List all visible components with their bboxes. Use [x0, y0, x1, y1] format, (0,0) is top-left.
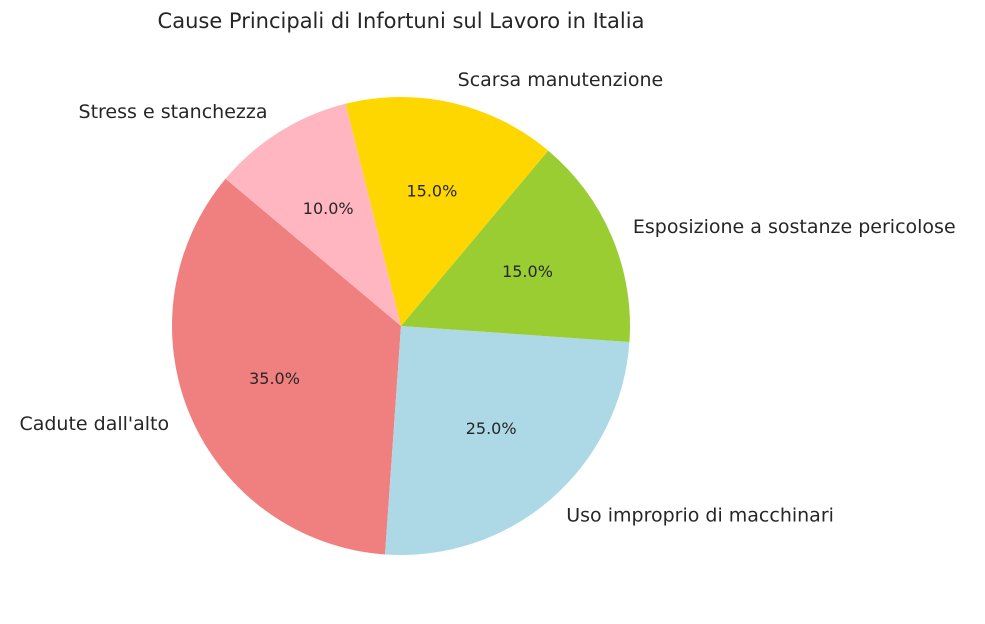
slice-label: Uso improprio di macchinari — [566, 505, 834, 527]
pie-slice — [401, 150, 630, 342]
pie-slice — [172, 178, 401, 555]
pie-slice — [225, 103, 401, 326]
value-label: 15.0% — [502, 262, 553, 281]
slice-label: Stress e stanchezza — [79, 101, 268, 123]
slice-label: Esposizione a sostanze pericolose — [633, 216, 956, 238]
value-label: 15.0% — [406, 182, 457, 201]
pie-slice — [345, 96, 549, 326]
pie-slice — [385, 326, 630, 555]
value-label: 10.0% — [303, 199, 354, 218]
slice-label: Scarsa manutenzione — [458, 69, 664, 91]
chart-title: Cause Principali di Infortuni sul Lavoro… — [158, 9, 645, 33]
value-label: 25.0% — [466, 419, 517, 438]
value-label: 35.0% — [249, 369, 300, 388]
slice-label: Cadute dall'alto — [19, 413, 169, 435]
